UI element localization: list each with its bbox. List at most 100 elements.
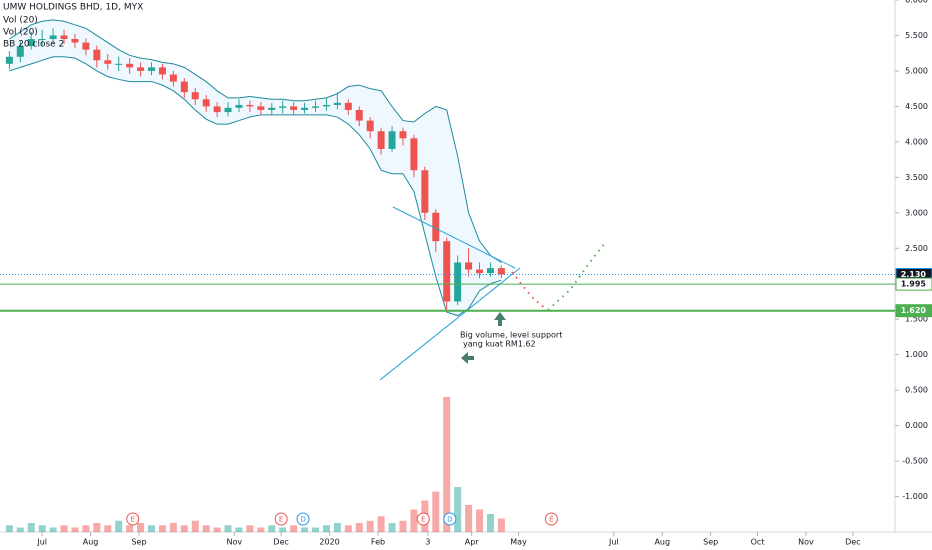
y-tick-label: 2.500 bbox=[905, 244, 928, 253]
candle-body bbox=[16, 46, 24, 57]
volume-bar bbox=[454, 487, 462, 532]
x-tick-label: Feb bbox=[371, 538, 385, 547]
y-tick-label: 0.000 bbox=[905, 421, 928, 430]
volume-bar bbox=[82, 525, 90, 532]
x-tick-label: Apr bbox=[465, 538, 480, 547]
chart-title: UMW HOLDINGS BHD, 1D, MYX bbox=[3, 3, 143, 13]
x-tick-label: Dec bbox=[845, 538, 860, 547]
y-tick-label: 4.500 bbox=[905, 102, 928, 111]
volume-bar bbox=[5, 525, 13, 532]
volume-bar bbox=[169, 523, 177, 532]
indicator-legend: Vol (20) bbox=[3, 28, 38, 38]
candle-body bbox=[191, 92, 199, 100]
volume-bar bbox=[213, 527, 221, 532]
volume-bar bbox=[115, 520, 123, 532]
candle-body bbox=[333, 102, 341, 105]
annotation: Big volume, level support bbox=[460, 331, 562, 340]
volume-bar bbox=[410, 509, 418, 532]
volume-bar bbox=[333, 523, 341, 532]
event-marker bbox=[126, 512, 140, 526]
volume-bar bbox=[388, 523, 396, 532]
event-marker bbox=[443, 512, 457, 526]
candle-body bbox=[432, 212, 440, 242]
y-tick-label: 1.500 bbox=[905, 315, 928, 324]
y-tick-label: 1.000 bbox=[905, 350, 928, 359]
y-tick-label: 4.000 bbox=[905, 137, 928, 146]
candle-body bbox=[476, 269, 484, 274]
arrow-left bbox=[461, 352, 474, 364]
x-tick-label: May bbox=[510, 538, 527, 547]
volume-bar bbox=[104, 525, 112, 532]
volume-bar bbox=[180, 525, 188, 532]
y-tick-label: 3.500 bbox=[905, 173, 928, 182]
x-tick-label: 2020 bbox=[319, 538, 339, 547]
volume-bar bbox=[202, 525, 210, 532]
x-tick-label: Nov bbox=[226, 538, 242, 547]
indicator-legend: Vol (20) bbox=[3, 16, 38, 26]
candle-body bbox=[355, 109, 363, 121]
event-label: E bbox=[549, 516, 553, 524]
volume-bar bbox=[93, 523, 101, 532]
candle-body bbox=[301, 107, 309, 110]
x-tick-label: Nov bbox=[798, 538, 814, 547]
candle-body bbox=[257, 106, 265, 110]
volume-bar bbox=[257, 527, 265, 532]
event-marker bbox=[544, 512, 558, 526]
candle-body bbox=[454, 262, 462, 302]
volume-bar bbox=[235, 527, 243, 532]
y-tick-label: 6.000 bbox=[905, 0, 928, 5]
volume-bar bbox=[126, 525, 134, 532]
candle-body bbox=[290, 106, 298, 110]
volume-bar bbox=[290, 525, 298, 532]
x-tick-label: Jul bbox=[36, 538, 47, 547]
candle-body bbox=[38, 39, 46, 41]
y-tick-label: 3.000 bbox=[905, 208, 928, 217]
candle-body bbox=[366, 120, 374, 132]
candle-body bbox=[268, 107, 276, 110]
candle-body bbox=[169, 74, 177, 82]
x-tick-label: Sep bbox=[131, 538, 146, 547]
candle-body bbox=[49, 35, 57, 40]
volume-bar bbox=[71, 527, 79, 532]
y-tick-label: 5.500 bbox=[905, 31, 928, 40]
price-label-box bbox=[895, 277, 932, 291]
candle-body bbox=[322, 104, 330, 107]
volume-bar bbox=[137, 523, 145, 532]
trend-line bbox=[379, 267, 521, 381]
volume-bar bbox=[27, 523, 35, 532]
candle-body bbox=[202, 99, 210, 107]
volume-bar bbox=[344, 525, 352, 532]
band-upper bbox=[9, 19, 502, 263]
candle-body bbox=[104, 60, 112, 64]
candle-body bbox=[71, 39, 79, 43]
candle-body bbox=[246, 104, 254, 107]
candle-body bbox=[399, 131, 407, 139]
candle-body bbox=[410, 138, 418, 171]
candle-body bbox=[388, 131, 396, 149]
candle-body bbox=[465, 262, 473, 270]
x-tick-label: Aug bbox=[654, 538, 670, 547]
price-label: 2.130 bbox=[901, 270, 927, 279]
candle-body bbox=[93, 49, 101, 61]
candle-body bbox=[486, 268, 494, 274]
candle-body bbox=[235, 104, 243, 108]
candle-body bbox=[279, 106, 287, 108]
volume-bar bbox=[465, 505, 473, 532]
candle-body bbox=[27, 39, 35, 47]
candle-body bbox=[5, 56, 13, 64]
event-marker bbox=[274, 512, 288, 526]
x-tick-label: Dec bbox=[273, 538, 288, 547]
volume-bar bbox=[399, 520, 407, 532]
trend-line bbox=[392, 206, 516, 269]
event-label: D bbox=[300, 516, 305, 524]
candle-body bbox=[148, 67, 156, 71]
volume-bar bbox=[60, 525, 68, 532]
volume-bar bbox=[377, 516, 385, 532]
event-marker bbox=[296, 512, 310, 526]
candle-body bbox=[443, 241, 451, 302]
candle-body bbox=[497, 268, 505, 275]
price-label: 1.620 bbox=[901, 306, 927, 315]
volume-bar bbox=[268, 525, 276, 532]
volume-bar bbox=[486, 514, 494, 532]
